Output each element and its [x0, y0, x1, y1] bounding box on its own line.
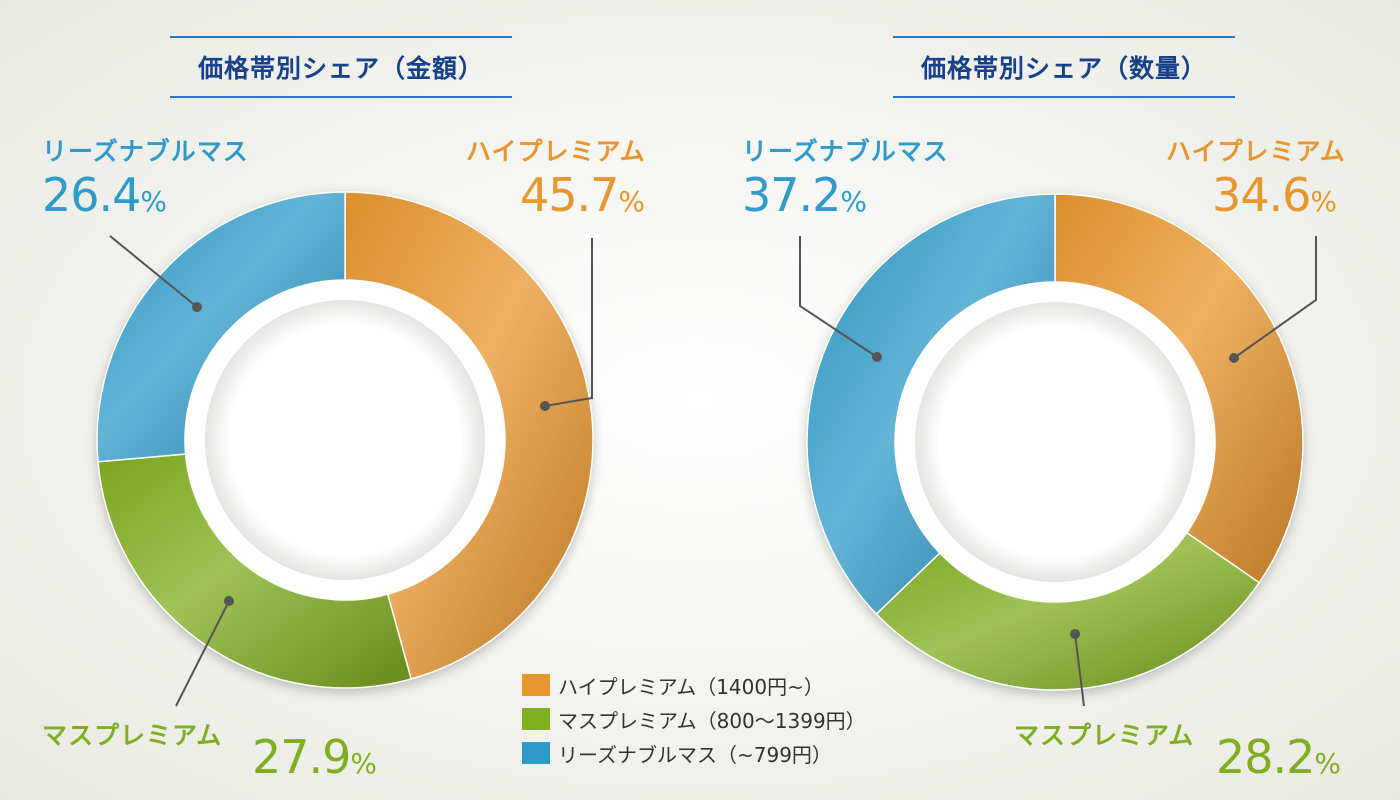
inner-ring: [185, 280, 505, 600]
donut-segment-high: [344, 191, 594, 680]
leader-dot-high: [540, 401, 550, 411]
inner-ring: [895, 282, 1215, 602]
legend-item-reasonable: リーズナブルマス（~799円）: [522, 736, 866, 770]
donut-segment-reasonable: [806, 193, 1056, 616]
category-label-high-quantity: ハイプレミアム: [1166, 137, 1346, 166]
leader-line-high: [544, 238, 593, 407]
legend-item-high: ハイプレミアム（1400円~）: [522, 668, 866, 702]
leader-line-reasonable: [109, 235, 198, 308]
leader-line-reasonable: [799, 236, 878, 358]
data-label-mass-amount: 27.9%: [252, 730, 378, 784]
legend-swatch-mass: [522, 708, 550, 730]
category-label-mass-quantity: マスプレミアム: [1014, 721, 1195, 750]
legend-swatch-high: [522, 674, 550, 696]
donut-segment-mass: [875, 531, 1261, 691]
legend-label-mass: マスプレミアム（800～1399円）: [558, 708, 866, 733]
category-label-high-amount: ハイプレミアム: [466, 137, 646, 166]
leader-dot-reasonable: [192, 302, 202, 312]
legend-label-high: ハイプレミアム（1400円~）: [558, 674, 824, 699]
donut-segment-reasonable: [96, 191, 346, 463]
donut-segment-mass: [97, 453, 413, 689]
data-label-high-quantity: 34.6%: [1212, 168, 1338, 222]
leader-dot-mass: [224, 596, 234, 606]
category-label-reasonable-amount: リーズナブルマス: [42, 137, 249, 166]
leader-dot-reasonable: [872, 352, 882, 362]
leader-line-mass: [1074, 633, 1085, 707]
donut-hole: [205, 300, 485, 580]
donut-hole: [915, 302, 1195, 582]
leader-line-mass: [175, 600, 230, 707]
leader-line-high: [1233, 236, 1317, 359]
donut-chart-amount: [96, 191, 594, 707]
leader-dot-high: [1229, 353, 1239, 363]
data-label-reasonable-amount: 26.4%: [42, 168, 168, 222]
data-label-high-amount: 45.7%: [520, 168, 646, 222]
chart-title-amount: 価格帯別シェア（金額）: [170, 36, 512, 98]
donut-segment-high: [1054, 193, 1304, 584]
category-label-reasonable-quantity: リーズナブルマス: [742, 137, 949, 166]
legend: ハイプレミアム（1400円~） マスプレミアム（800～1399円） リーズナブ…: [522, 668, 866, 770]
chart-title-quantity: 価格帯別シェア（数量）: [893, 36, 1235, 98]
donut-chart-quantity: [799, 193, 1317, 707]
data-label-mass-quantity: 28.2%: [1216, 730, 1342, 784]
leader-dot-mass: [1070, 629, 1080, 639]
legend-label-reasonable: リーズナブルマス（~799円）: [558, 742, 832, 767]
legend-item-mass: マスプレミアム（800～1399円）: [522, 702, 866, 736]
data-label-reasonable-quantity: 37.2%: [742, 168, 868, 222]
legend-swatch-reasonable: [522, 742, 550, 764]
category-label-mass-amount: マスプレミアム: [42, 721, 223, 750]
